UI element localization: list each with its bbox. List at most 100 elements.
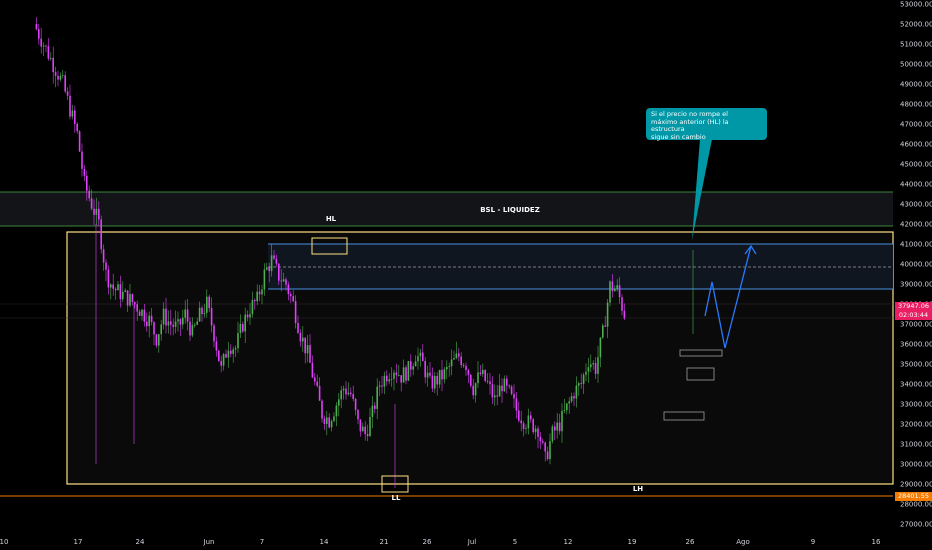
candle-body	[563, 410, 566, 411]
y-tick-label: 41000.00	[900, 241, 932, 249]
candles	[35, 17, 694, 488]
candle-body	[184, 309, 186, 318]
bsl-zone	[0, 192, 893, 226]
candle-body	[570, 396, 573, 402]
order-block-box	[686, 367, 715, 381]
candle-body	[208, 296, 210, 309]
candle-body	[251, 300, 254, 315]
candle-body	[578, 383, 580, 386]
candle-body	[352, 394, 354, 399]
candle-body	[484, 369, 486, 381]
candle-body	[114, 288, 117, 291]
projection-arrow-head	[744, 244, 757, 255]
candle-body	[237, 333, 239, 349]
callout-note: Si el precio no rompe el máximo anterior…	[646, 108, 767, 140]
x-tick-label: 14	[320, 538, 329, 546]
candle-body	[474, 383, 477, 396]
candle-body	[285, 279, 287, 285]
candle-body	[59, 75, 62, 80]
candle-body	[141, 309, 143, 316]
candle-body	[510, 386, 513, 394]
candle-body	[40, 38, 42, 47]
candle-body	[81, 151, 83, 169]
candle-body	[182, 317, 184, 325]
candle-body	[446, 366, 448, 370]
candle-body	[210, 308, 213, 326]
candle-body	[263, 269, 266, 290]
y-tick-label: 50000.00	[900, 61, 932, 69]
candle-body	[105, 262, 107, 270]
candle-body	[407, 361, 410, 381]
candle-body	[398, 375, 400, 376]
candle-body	[429, 372, 431, 376]
candle-body	[150, 315, 153, 323]
y-tick-label: 33000.00	[900, 401, 932, 409]
candle-body	[239, 323, 242, 334]
candle-body	[38, 29, 40, 39]
candle-body	[170, 321, 172, 325]
candle-body	[544, 442, 546, 452]
candle-body	[472, 385, 474, 396]
candle-body	[482, 369, 484, 374]
candle-body	[340, 390, 342, 400]
y-tick-label: 32000.00	[900, 421, 932, 429]
candle-body	[88, 190, 90, 199]
candle-body	[306, 345, 309, 354]
candle-body	[52, 57, 54, 73]
candle-body	[455, 353, 458, 358]
candle-body	[129, 294, 131, 306]
x-tick-label: 26	[686, 538, 695, 546]
candle-body	[450, 359, 453, 367]
price-axis: 53000.00 52000.00 51000.00 50000.00 49000.00…	[900, 1, 932, 529]
candle-body	[527, 415, 530, 429]
candle-body	[203, 312, 206, 314]
candle-body	[616, 285, 618, 289]
hl-label: HL	[326, 215, 337, 223]
candle-body	[206, 296, 208, 313]
candle-body	[585, 371, 587, 375]
lh-label: LH	[633, 485, 643, 493]
candle-body	[117, 284, 119, 291]
candle-body	[198, 307, 201, 322]
candle-body	[503, 378, 506, 392]
candle-body	[554, 426, 556, 431]
candle-body	[54, 72, 57, 76]
candle-body	[100, 219, 102, 250]
candle-body	[230, 350, 232, 354]
candle-body	[575, 385, 578, 399]
candle-body	[268, 267, 270, 272]
candle-body	[167, 321, 170, 326]
candle-body	[618, 285, 621, 298]
candle-body	[580, 383, 582, 385]
candle-body	[134, 302, 136, 305]
candle-body	[227, 350, 230, 358]
candle-body	[426, 372, 429, 378]
candle-body	[136, 304, 138, 312]
candle-body	[621, 297, 623, 311]
candle-body	[146, 321, 148, 327]
candle-body	[76, 123, 78, 132]
candle-body	[539, 436, 542, 442]
candle-body	[244, 314, 246, 332]
candle-body	[90, 198, 93, 209]
candle-body	[501, 385, 503, 392]
candle-body	[102, 249, 105, 263]
candle-body	[448, 366, 450, 368]
zones	[0, 191, 894, 497]
candle-body	[126, 290, 129, 306]
y-tick-label: 46000.00	[900, 141, 932, 149]
y-tick-label: 42000.00	[900, 221, 932, 229]
candle-body	[606, 302, 609, 327]
candle-body	[345, 388, 347, 395]
candle-body	[386, 375, 388, 382]
candle-body	[215, 341, 218, 351]
candle-body	[441, 369, 443, 380]
candle-body	[57, 75, 59, 80]
candle-body	[431, 375, 434, 389]
candle-body	[124, 290, 126, 292]
candle-body	[378, 385, 381, 387]
candle-body	[590, 364, 592, 368]
candle-body	[42, 45, 45, 47]
candle-body	[222, 354, 225, 366]
